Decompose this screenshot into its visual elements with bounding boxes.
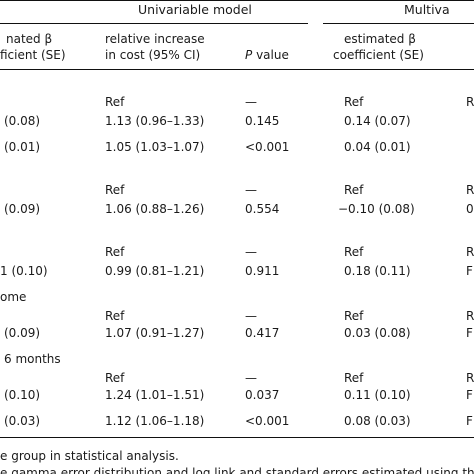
row-s0-r0-edge: R bbox=[466, 95, 474, 109]
row-s3-r0-rel: Ref bbox=[105, 309, 125, 323]
col-header-beta-line1: nated β bbox=[6, 32, 53, 46]
group-header-univariable: Univariable model bbox=[138, 2, 252, 17]
footnote-line-2: e gamma error distribution and log link … bbox=[0, 466, 474, 474]
col-header-rel-line2: in cost (95% CI) bbox=[105, 48, 201, 62]
row-s2-r0-mbeta: Ref bbox=[344, 245, 364, 259]
row-s2-r1-p: 0.911 bbox=[245, 264, 280, 278]
row-s0-r1-beta: (0.08) bbox=[4, 114, 41, 128]
row-s0-r1-p: 0.145 bbox=[245, 114, 280, 128]
row-s3-r0-edge: R bbox=[466, 309, 474, 323]
row-s4-r2-rel: 1.12 (1.06–1.18) bbox=[105, 414, 205, 428]
row-s0-r2-rel: 1.05 (1.03–1.07) bbox=[105, 140, 205, 154]
row-s4-r0-rel: Ref bbox=[105, 371, 125, 385]
row-s2-r0-p: — bbox=[245, 245, 257, 259]
row-s1-r1-beta: (0.09) bbox=[4, 202, 41, 216]
row-s2-r1-rel: 0.99 (0.81–1.21) bbox=[105, 264, 205, 278]
row-s4-r1-beta: (0.10) bbox=[4, 388, 41, 402]
row-s4-r1-p: 0.037 bbox=[245, 388, 280, 402]
row-s0-r2-mbeta: 0.04 (0.01) bbox=[344, 140, 411, 154]
row-s0-r2-p: <0.001 bbox=[245, 140, 290, 154]
row-s3-r1-edge: F bbox=[466, 326, 473, 340]
row-s1-r0-mbeta: Ref bbox=[344, 183, 364, 197]
row-s0-r0-mbeta: Ref bbox=[344, 95, 364, 109]
col-header-p-rest: value bbox=[252, 48, 289, 62]
row-s2-r0-rel: Ref bbox=[105, 245, 125, 259]
row-s4-label: 6 months bbox=[4, 352, 61, 366]
row-s4-r0-edge: R bbox=[466, 371, 474, 385]
row-s4-r2-edge: F bbox=[466, 414, 473, 428]
row-s1-r0-rel: Ref bbox=[105, 183, 125, 197]
row-s3-r1-rel: 1.07 (0.91–1.27) bbox=[105, 326, 205, 340]
col-header-mbeta-line1: estimated β bbox=[344, 32, 416, 46]
row-s3-r0-p: — bbox=[245, 309, 257, 323]
top-rule bbox=[0, 0, 474, 1]
row-s4-r0-p: — bbox=[245, 371, 257, 385]
row-s3-r1-beta: (0.09) bbox=[4, 326, 41, 340]
row-s1-r0-p: — bbox=[245, 183, 257, 197]
row-s4-r2-mbeta: 0.08 (0.03) bbox=[344, 414, 411, 428]
row-s1-r0-edge: R bbox=[466, 183, 474, 197]
row-s0-r2-beta: (0.01) bbox=[4, 140, 41, 154]
row-s4-r0-mbeta: Ref bbox=[344, 371, 364, 385]
row-s4-r1-mbeta: 0.11 (0.10) bbox=[344, 388, 411, 402]
row-s2-r1-beta: 1 (0.10) bbox=[0, 264, 48, 278]
row-s0-r1-mbeta: 0.14 (0.07) bbox=[344, 114, 411, 128]
row-s1-r1-edge: 0 bbox=[466, 202, 474, 216]
bottom-rule bbox=[0, 437, 474, 438]
footnote-line-1: e group in statistical analysis. bbox=[0, 449, 179, 463]
row-s3-r1-mbeta: 0.03 (0.08) bbox=[344, 326, 411, 340]
col-header-rel-line1: relative increase bbox=[105, 32, 205, 46]
row-s3-r0-mbeta: Ref bbox=[344, 309, 364, 323]
row-s2-r0-edge: R bbox=[466, 245, 474, 259]
group-header-multivariable: Multiva bbox=[404, 2, 450, 17]
row-s1-r1-rel: 1.06 (0.88–1.26) bbox=[105, 202, 205, 216]
row-s0-r1-rel: 1.13 (0.96–1.33) bbox=[105, 114, 205, 128]
row-s0-r0-rel: Ref bbox=[105, 95, 125, 109]
row-s1-r1-mbeta: −0.10 (0.08) bbox=[338, 202, 415, 216]
row-s4-r1-edge: F bbox=[466, 388, 473, 402]
multivariable-span-rule bbox=[323, 23, 474, 24]
row-s4-r2-p: <0.001 bbox=[245, 414, 290, 428]
header-bottom-rule bbox=[0, 69, 474, 70]
row-s1-r1-p: 0.554 bbox=[245, 202, 280, 216]
col-header-mbeta-line2: coefficient (SE) bbox=[333, 48, 424, 62]
row-s2-r1-mbeta: 0.18 (0.11) bbox=[344, 264, 411, 278]
row-s2-r1-edge: F bbox=[466, 264, 473, 278]
col-header-p-italic: P bbox=[245, 48, 253, 62]
col-header-p: P value bbox=[245, 48, 289, 62]
row-s3-label: ome bbox=[0, 290, 27, 304]
row-s4-r1-rel: 1.24 (1.01–1.51) bbox=[105, 388, 205, 402]
row-s4-r2-beta: (0.03) bbox=[4, 414, 41, 428]
row-s0-r0-p: — bbox=[245, 95, 257, 109]
col-header-beta-line2: ficient (SE) bbox=[0, 48, 66, 62]
univariable-span-rule bbox=[0, 23, 308, 24]
row-s3-r1-p: 0.417 bbox=[245, 326, 280, 340]
